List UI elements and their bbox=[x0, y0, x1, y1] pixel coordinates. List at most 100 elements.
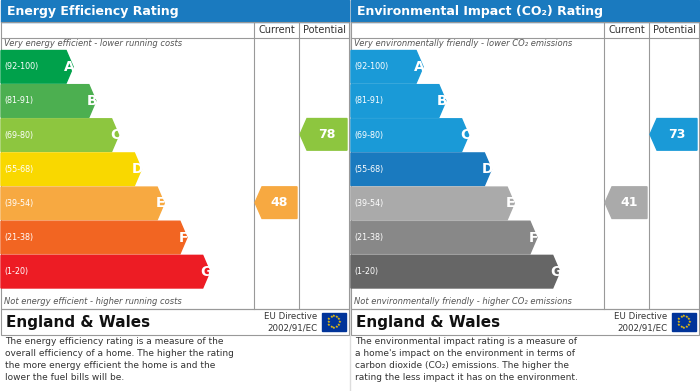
Text: (39-54): (39-54) bbox=[4, 199, 34, 208]
Text: ★: ★ bbox=[685, 325, 689, 329]
Bar bbox=[1, 309, 349, 335]
Text: (55-68): (55-68) bbox=[4, 165, 34, 174]
Bar bbox=[351, 309, 699, 335]
Text: 41: 41 bbox=[621, 196, 638, 209]
Text: C: C bbox=[460, 128, 470, 142]
Polygon shape bbox=[1, 84, 96, 117]
Bar bbox=[672, 313, 696, 331]
Text: ★: ★ bbox=[337, 317, 341, 321]
Text: A: A bbox=[414, 60, 425, 74]
Polygon shape bbox=[1, 255, 210, 288]
Text: ★: ★ bbox=[329, 325, 333, 329]
Bar bbox=[1, 0, 349, 22]
Text: D: D bbox=[482, 162, 493, 176]
Text: 48: 48 bbox=[271, 196, 288, 209]
Polygon shape bbox=[351, 187, 514, 220]
Text: ★: ★ bbox=[687, 323, 691, 327]
Text: (69-80): (69-80) bbox=[4, 131, 33, 140]
Text: ★: ★ bbox=[327, 317, 331, 321]
Text: ★: ★ bbox=[335, 325, 339, 329]
Text: (81-91): (81-91) bbox=[354, 97, 383, 106]
Text: B: B bbox=[87, 94, 98, 108]
Text: ★: ★ bbox=[335, 315, 339, 319]
Polygon shape bbox=[300, 118, 347, 150]
Text: ★: ★ bbox=[677, 323, 681, 327]
Text: B: B bbox=[437, 94, 448, 108]
Text: A: A bbox=[64, 60, 75, 74]
Text: Current: Current bbox=[608, 25, 645, 35]
Text: ★: ★ bbox=[676, 320, 680, 324]
Polygon shape bbox=[1, 119, 118, 151]
Bar bbox=[1, 309, 349, 335]
Text: E: E bbox=[156, 196, 165, 210]
Text: (69-80): (69-80) bbox=[354, 131, 383, 140]
Text: England & Wales: England & Wales bbox=[356, 314, 500, 330]
Text: ★: ★ bbox=[327, 323, 331, 327]
Bar bbox=[322, 313, 346, 331]
Text: EU Directive
2002/91/EC: EU Directive 2002/91/EC bbox=[614, 312, 667, 332]
Text: (1-20): (1-20) bbox=[354, 267, 378, 276]
Polygon shape bbox=[650, 118, 697, 150]
Polygon shape bbox=[351, 153, 491, 186]
Text: ★: ★ bbox=[332, 314, 336, 318]
Text: ★: ★ bbox=[685, 315, 689, 319]
Text: D: D bbox=[132, 162, 144, 176]
Text: Not environmentally friendly - higher CO₂ emissions: Not environmentally friendly - higher CO… bbox=[354, 297, 572, 306]
Text: ★: ★ bbox=[338, 320, 342, 324]
Text: England & Wales: England & Wales bbox=[6, 314, 150, 330]
Text: ★: ★ bbox=[682, 326, 686, 330]
Polygon shape bbox=[255, 187, 297, 219]
Text: Potential: Potential bbox=[302, 25, 346, 35]
Text: ★: ★ bbox=[682, 314, 686, 318]
Text: F: F bbox=[178, 231, 188, 244]
Polygon shape bbox=[351, 221, 537, 254]
Text: ★: ★ bbox=[687, 317, 691, 321]
Bar bbox=[1, 22, 349, 309]
Text: Very energy efficient - lower running costs: Very energy efficient - lower running co… bbox=[4, 39, 182, 48]
Bar bbox=[351, 309, 699, 335]
Text: The energy efficiency rating is a measure of the
overall efficiency of a home. T: The energy efficiency rating is a measur… bbox=[5, 337, 234, 382]
Text: 78: 78 bbox=[318, 128, 336, 141]
Text: Environmental Impact (CO₂) Rating: Environmental Impact (CO₂) Rating bbox=[357, 5, 603, 18]
Text: ★: ★ bbox=[329, 315, 333, 319]
Text: The environmental impact rating is a measure of
a home's impact on the environme: The environmental impact rating is a mea… bbox=[355, 337, 578, 382]
Text: 73: 73 bbox=[668, 128, 686, 141]
Text: ★: ★ bbox=[337, 323, 341, 327]
Polygon shape bbox=[1, 187, 164, 220]
Text: G: G bbox=[200, 265, 212, 279]
Text: F: F bbox=[528, 231, 538, 244]
Text: (39-54): (39-54) bbox=[354, 199, 384, 208]
Polygon shape bbox=[605, 187, 647, 219]
Text: C: C bbox=[110, 128, 120, 142]
Text: (21-38): (21-38) bbox=[354, 233, 383, 242]
Text: Not energy efficient - higher running costs: Not energy efficient - higher running co… bbox=[4, 297, 182, 306]
Polygon shape bbox=[351, 84, 446, 117]
Bar bbox=[351, 22, 699, 309]
Text: (1-20): (1-20) bbox=[4, 267, 28, 276]
Text: ★: ★ bbox=[677, 317, 681, 321]
Text: EU Directive
2002/91/EC: EU Directive 2002/91/EC bbox=[264, 312, 317, 332]
Text: (21-38): (21-38) bbox=[4, 233, 33, 242]
Text: (55-68): (55-68) bbox=[354, 165, 384, 174]
Polygon shape bbox=[1, 221, 187, 254]
Text: Current: Current bbox=[258, 25, 295, 35]
Bar bbox=[351, 0, 699, 22]
Text: Potential: Potential bbox=[652, 25, 696, 35]
Text: ★: ★ bbox=[679, 325, 683, 329]
Text: ★: ★ bbox=[679, 315, 683, 319]
Polygon shape bbox=[351, 50, 423, 83]
Text: (92-100): (92-100) bbox=[4, 62, 39, 71]
Text: Very environmentally friendly - lower CO₂ emissions: Very environmentally friendly - lower CO… bbox=[354, 39, 573, 48]
Text: ★: ★ bbox=[688, 320, 692, 324]
Text: ★: ★ bbox=[326, 320, 330, 324]
Text: Energy Efficiency Rating: Energy Efficiency Rating bbox=[7, 5, 178, 18]
Polygon shape bbox=[351, 119, 468, 151]
Polygon shape bbox=[351, 255, 560, 288]
Text: G: G bbox=[550, 265, 562, 279]
Text: (81-91): (81-91) bbox=[4, 97, 33, 106]
Polygon shape bbox=[1, 50, 73, 83]
Text: E: E bbox=[506, 196, 515, 210]
Text: ★: ★ bbox=[332, 326, 336, 330]
Polygon shape bbox=[1, 153, 141, 186]
Text: (92-100): (92-100) bbox=[354, 62, 388, 71]
